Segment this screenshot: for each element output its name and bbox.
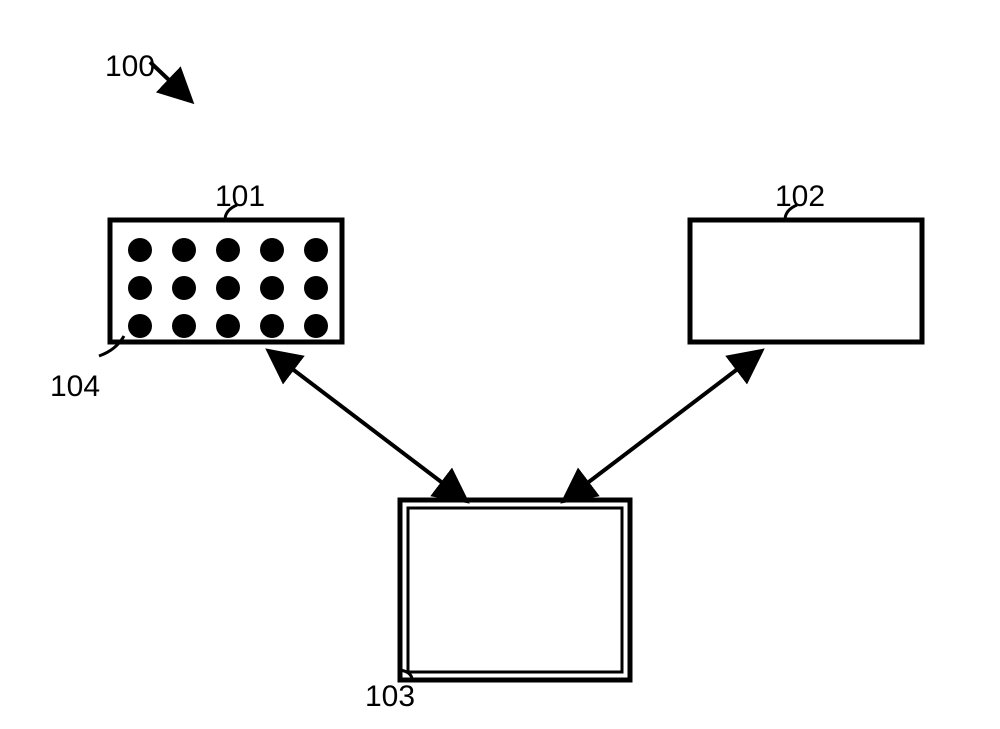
arrow-101-103 [270,352,465,500]
dot-104 [128,314,152,338]
box-103-outer [400,500,630,680]
dot-104 [260,314,284,338]
dot-104 [216,314,240,338]
label-103: 103 [365,680,415,714]
label-102: 102 [775,180,825,214]
dot-104 [260,276,284,300]
dot-104 [172,276,196,300]
dot-104 [304,238,328,262]
dot-104 [216,238,240,262]
label-104: 104 [50,370,100,404]
dot-104 [128,238,152,262]
diagram-svg [0,0,1000,729]
arrow-102-103 [565,352,760,500]
dot-104 [260,238,284,262]
dot-104 [172,238,196,262]
dot-104 [304,276,328,300]
diagram-root: 100 101 102 103 104 [0,0,1000,729]
label-100: 100 [105,50,155,84]
label-101: 101 [215,180,265,214]
leader-100 [150,62,190,100]
box-102 [690,220,922,342]
dot-104 [216,276,240,300]
box-103-inner [408,508,622,672]
dot-104 [128,276,152,300]
dot-104 [304,314,328,338]
dot-104 [172,314,196,338]
